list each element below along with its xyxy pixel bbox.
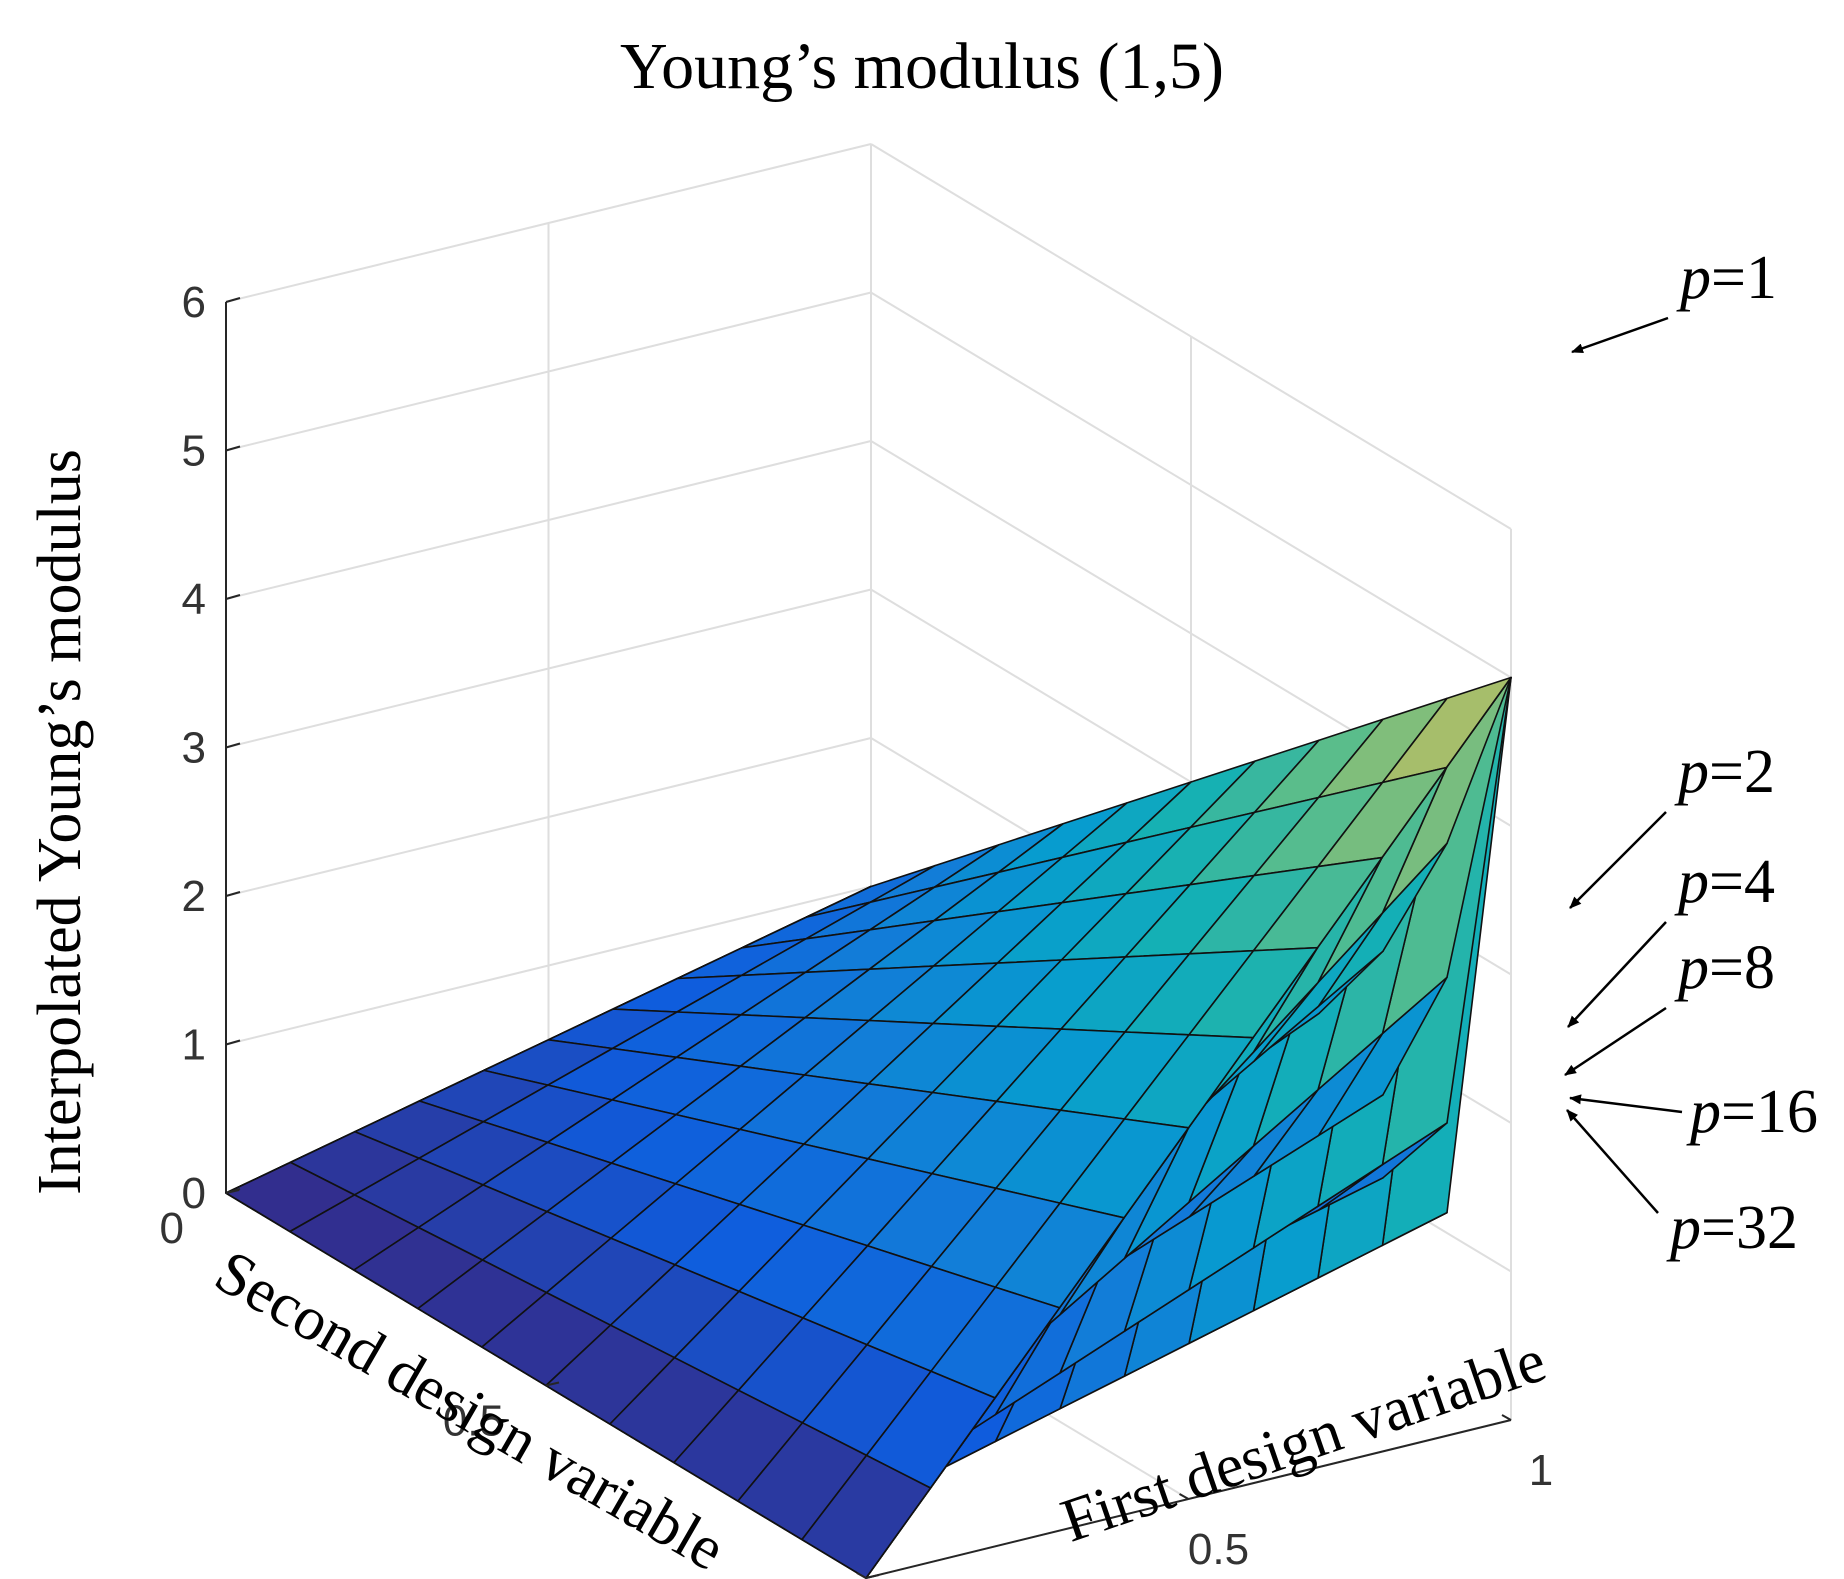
z-tick-mark <box>225 594 241 600</box>
z-tick-label: 5 <box>182 427 206 476</box>
z-tick-label: 6 <box>182 278 206 327</box>
z-tick-mark <box>225 1039 241 1046</box>
annotation-label: p=1 <box>1676 244 1777 312</box>
surface-layers <box>225 676 1512 1579</box>
annotation-p=8: p=8 <box>1564 934 1775 1077</box>
z-tick-label: 0 <box>182 1169 206 1218</box>
annotation-label: p=16 <box>1686 1078 1818 1146</box>
x-tick-mark <box>856 1572 867 1579</box>
surface-p=1 <box>225 676 1512 1579</box>
z-tick-mark <box>225 891 241 897</box>
chart-title: Young’s modulus (1,5) <box>620 30 1224 103</box>
annotation-arrow <box>1567 921 1667 1028</box>
x-tick-mark <box>1501 1414 1512 1421</box>
z-tick-label: 1 <box>182 1021 206 1070</box>
z-tick-label: 2 <box>182 872 206 921</box>
annotation-label: p=32 <box>1666 1194 1798 1262</box>
y-tick-mark <box>545 1381 560 1387</box>
z-tick-label: 3 <box>182 724 206 773</box>
x-tick-mark <box>1179 1493 1189 1500</box>
annotation-p=4: p=4 <box>1567 848 1775 1028</box>
annotation-arrow <box>1564 1006 1667 1077</box>
z-tick-mark <box>225 742 241 749</box>
y-tick-mark <box>225 1189 240 1194</box>
annotation-p=16: p=16 <box>1569 1078 1818 1146</box>
annotation-arrow <box>1566 1109 1659 1214</box>
annotation-arrow <box>1569 1094 1683 1114</box>
z-axis-label: Interpolated Young’s modulus <box>26 449 94 1195</box>
annotation-p=1: p=1 <box>1571 244 1777 354</box>
annotation-arrow <box>1571 316 1669 354</box>
x-tick-label: 0.5 <box>1188 1525 1249 1574</box>
y-tick-label: 0 <box>160 1204 184 1253</box>
x-tick-label: 1 <box>1529 1446 1553 1495</box>
annotation-p=2: p=2 <box>1569 738 1775 909</box>
series-annotations: p=1 p=2 p=4 p=8 p=16 p=32 <box>1564 244 1818 1262</box>
annotation-label: p=2 <box>1674 738 1775 806</box>
z-tick-mark <box>225 297 241 303</box>
z-tick-mark <box>225 445 241 452</box>
annotation-arrow <box>1569 811 1667 909</box>
y-tick-label: 0.5 <box>443 1397 504 1446</box>
annotation-p=32: p=32 <box>1566 1109 1798 1262</box>
surface-patch <box>801 1454 932 1579</box>
y-tick-mark <box>865 1574 880 1579</box>
annotation-label: p=8 <box>1674 934 1775 1002</box>
z-tick-label: 4 <box>182 575 206 624</box>
annotation-label: p=4 <box>1674 848 1775 916</box>
